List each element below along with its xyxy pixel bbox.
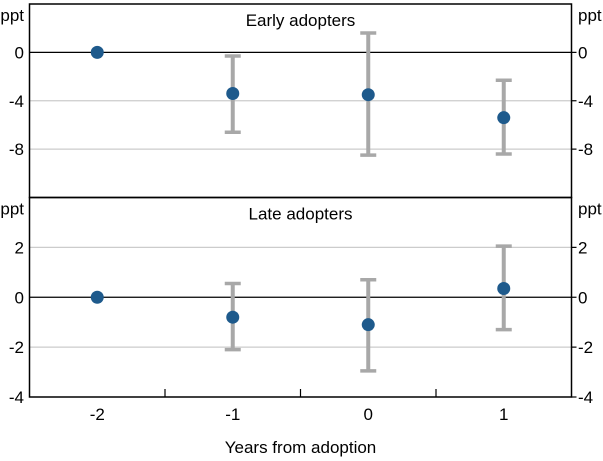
y-tick-label-right: 2	[578, 238, 587, 257]
y-tick-label-right: -4	[578, 92, 593, 111]
y-tick-label-left: -4	[9, 92, 24, 111]
data-point	[361, 88, 375, 102]
y-tick-label-right: 0	[578, 288, 587, 307]
x-tick-label: 1	[499, 405, 508, 424]
data-point	[226, 86, 240, 100]
x-tick-label: -2	[90, 405, 105, 424]
y-tick-label-right: 0	[578, 43, 587, 62]
y-tick-label-right: -8	[578, 140, 593, 159]
data-point	[226, 310, 240, 324]
y-tick-label-left: 0	[15, 288, 24, 307]
data-point	[90, 290, 104, 304]
data-point	[497, 282, 511, 296]
y-tick-label-right: -2	[578, 338, 593, 357]
panel-title: Early adopters	[246, 11, 356, 30]
data-point	[90, 45, 104, 59]
unit-label-right: ppt	[578, 6, 602, 25]
unit-label-right: ppt	[578, 200, 602, 219]
y-tick-label-left: 2	[15, 238, 24, 257]
x-axis-title: Years from adoption	[225, 438, 377, 457]
y-tick-label-left: -2	[9, 338, 24, 357]
panel-title: Late adopters	[249, 205, 353, 224]
data-point	[497, 111, 511, 125]
x-tick-label: -1	[225, 405, 240, 424]
x-tick-label: 0	[364, 405, 373, 424]
data-point	[361, 318, 375, 332]
y-tick-label-left: 0	[15, 43, 24, 62]
unit-label-left: ppt	[0, 200, 24, 219]
unit-label-left: ppt	[0, 6, 24, 25]
y-tick-label-left: -8	[9, 140, 24, 159]
y-tick-label-right: -4	[578, 388, 593, 407]
y-tick-label-left: -4	[9, 388, 24, 407]
